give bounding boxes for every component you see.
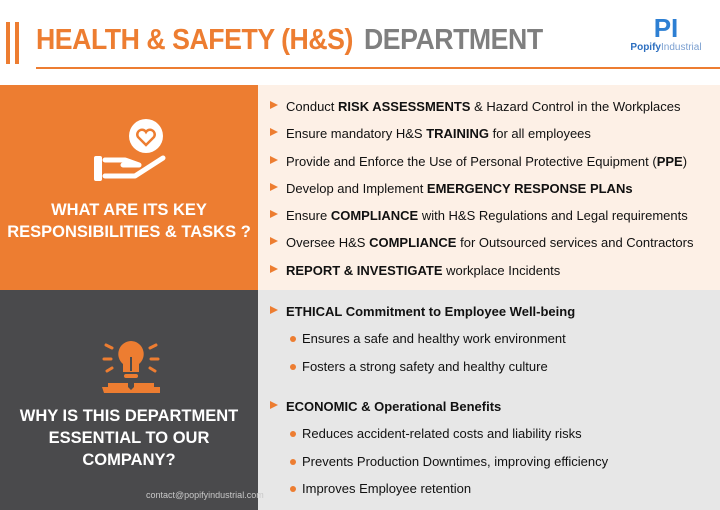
logo-brand: Popify	[630, 42, 661, 53]
item-text: )	[682, 153, 688, 169]
logo-mark: PI	[653, 13, 679, 43]
essential-panel	[0, 290, 258, 510]
list-item: Oversee H&S COMPLIANCE for Outsourced se…	[270, 234, 693, 261]
divider	[258, 85, 720, 89]
benefits-list: ETHICAL Commitment to Employee Well-bein…	[270, 303, 575, 385]
list-item: Develop and Implement EMERGENCY RESPONSE…	[270, 180, 693, 207]
list-item: Fosters a strong safety and healthy cult…	[270, 358, 575, 385]
benefits-list: ECONOMIC & Operational Benefits Reduces …	[270, 398, 608, 507]
responsibilities-list: Conduct RISK ASSESSMENTS & Hazard Contro…	[270, 98, 693, 289]
item-text: with H&S Regulations and Legal requireme…	[418, 208, 688, 224]
item-bold: RISK ASSESSMENTS	[338, 99, 471, 114]
title-gray: DEPARTMENT	[363, 24, 543, 56]
list-item: Ensure COMPLIANCE with H&S Regulations a…	[270, 207, 693, 234]
page-title: HEALTH & SAFETY (H&S) DEPARTMENT	[36, 24, 543, 57]
item-text: for all employees	[489, 126, 591, 142]
responsibilities-list-panel	[258, 89, 720, 290]
list-item: Improves Employee retention	[270, 480, 608, 507]
item-bold: COMPLIANCE	[330, 208, 419, 224]
title-orange: HEALTH & SAFETY (H&S)	[36, 24, 353, 56]
item-text: & Hazard Control in the Workplaces	[470, 99, 681, 114]
lightbulb-book-icon	[102, 341, 160, 393]
item-text: workplace Incidents	[442, 262, 561, 278]
benefits-list-panel	[258, 290, 720, 510]
accent-bar	[15, 22, 19, 64]
list-item: Ensure mandatory H&S TRAINING for all em…	[270, 125, 693, 152]
item-text: Ensure mandatory H&S	[286, 126, 427, 142]
accent-bar	[6, 22, 10, 64]
divider	[0, 85, 258, 89]
logo: PI PopifyIndustrial	[624, 14, 708, 53]
item-text: for Outsourced services and Contractors	[456, 235, 694, 251]
item-bold: COMPLIANCE	[369, 235, 457, 251]
essential-heading: WHY IS THIS DEPARTMENT ESSENTIAL TO OUR …	[19, 407, 239, 469]
list-item: Ensures a safe and healthy work environm…	[270, 330, 575, 357]
list-item: Conduct RISK ASSESSMENTS & Hazard Contro…	[270, 98, 693, 125]
item-text: Provide and Enforce the Use of Personal …	[286, 153, 657, 169]
list-item: Reduces accident-related costs and liabi…	[270, 425, 608, 452]
group-title: ETHICAL Commitment to Employee Well-bein…	[270, 303, 575, 330]
item-bold: TRAINING	[426, 126, 490, 142]
hand-heart-icon	[94, 119, 166, 181]
item-text: Ensure	[286, 208, 331, 224]
item-bold: EMERGENCY RESPONSE PLANs	[426, 180, 633, 196]
item-bold: REPORT & INVESTIGATE	[286, 262, 443, 278]
list-item: Prevents Production Downtimes, improving…	[270, 453, 608, 480]
group-title-text: ECONOMIC & Operational Benefits	[286, 399, 502, 414]
item-text: Develop and Implement	[286, 180, 427, 196]
responsibilities-panel	[0, 89, 258, 290]
contact-email: contact@popifyindustrial.com	[146, 490, 264, 500]
responsibilities-heading: WHAT ARE ITS KEY RESPONSIBILITIES & TASK…	[7, 201, 251, 241]
group-title: ECONOMIC & Operational Benefits	[270, 398, 608, 425]
list-item: Provide and Enforce the Use of Personal …	[270, 153, 693, 180]
list-item: REPORT & INVESTIGATE workplace Incidents	[270, 262, 693, 289]
item-text: Conduct	[286, 99, 339, 114]
title-underline	[36, 67, 720, 69]
logo-suffix: Industrial	[660, 42, 702, 53]
logo-text: PopifyIndustrial	[624, 42, 708, 53]
item-bold: PPE	[656, 153, 683, 169]
group-title-text: ETHICAL Commitment to Employee Well-bein…	[286, 304, 576, 319]
item-text: Oversee H&S	[286, 235, 370, 251]
